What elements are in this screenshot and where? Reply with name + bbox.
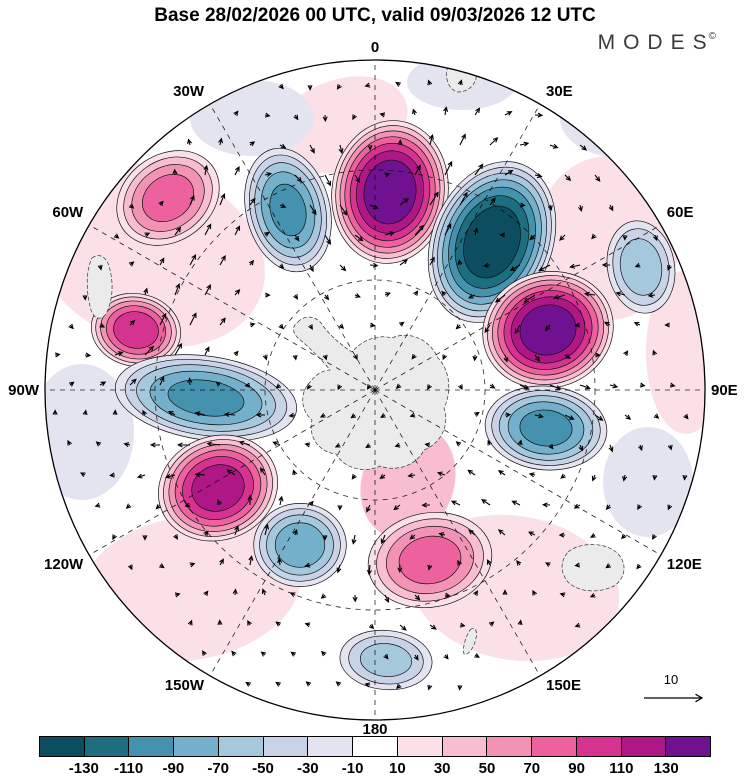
colorbar-segment xyxy=(532,737,577,756)
modes-logo: MODES© xyxy=(598,31,716,55)
longitude-line xyxy=(89,224,376,391)
positive-anomaly-contour xyxy=(398,535,462,585)
positive-anomaly-contour xyxy=(191,464,245,512)
wind-vectors xyxy=(52,79,689,691)
map-boundary xyxy=(44,59,706,721)
colorbar-segment xyxy=(129,737,175,756)
longitude-label: 150E xyxy=(546,677,581,694)
colorbar-tick-label: 110 xyxy=(609,760,634,777)
colorbar xyxy=(39,736,711,757)
positive-anomaly-contour xyxy=(142,173,194,223)
map-interior xyxy=(45,60,705,720)
new-zealand xyxy=(463,628,477,655)
colorbar-segment xyxy=(218,737,264,756)
colorbar-tick-label: 70 xyxy=(523,760,541,777)
polar-anomaly-map: 0 30E 60E 90E 120E 150E 180 150W 120W 90W 60W 30W 10 xyxy=(8,39,738,738)
longitude-line xyxy=(374,224,661,391)
colorbar-tick-label: -30 xyxy=(296,760,319,777)
colorbar-segment xyxy=(308,737,354,756)
chart-title: Base 28/02/2026 00 UTC, valid 09/03/2026… xyxy=(154,5,596,26)
longitude-label: 180 xyxy=(362,721,387,738)
longitude-label: 30E xyxy=(546,83,573,100)
colorbar-tick-label: -110 xyxy=(113,760,144,777)
positive-anomaly-contour xyxy=(113,311,159,349)
colorbar-segment xyxy=(40,737,85,756)
negative-anomaly-contour xyxy=(359,643,413,677)
colorbar-tick-label: -50 xyxy=(252,760,274,777)
longitude-line xyxy=(209,389,376,676)
longitude-label: 150W xyxy=(165,677,205,694)
anomaly-wash xyxy=(45,364,134,500)
longitude-label: 90W xyxy=(8,382,40,399)
colorbar-tick-label: 90 xyxy=(568,760,585,777)
colorbar-tick-label: 50 xyxy=(478,760,496,777)
colorbar-segment xyxy=(263,737,309,756)
longitude-line xyxy=(374,104,541,391)
anomaly-wash xyxy=(603,427,693,537)
modes-logo-text: MODES xyxy=(597,31,715,54)
longitude-line xyxy=(374,389,661,556)
anomaly-wash xyxy=(646,270,705,434)
colorbar-tick-label: 30 xyxy=(433,760,451,777)
colorbar-tick-label: 10 xyxy=(389,760,406,777)
negative-anomaly-contour xyxy=(519,409,573,447)
colorbar-segment xyxy=(174,737,219,756)
longitude-line xyxy=(374,389,541,676)
colorbar-tick-label: -10 xyxy=(341,760,364,777)
negative-anomaly-contour xyxy=(274,522,326,568)
antarctica xyxy=(293,316,450,470)
longitude-label: 60E xyxy=(667,204,694,221)
longitude-label: 90E xyxy=(711,382,738,399)
colorbar-segment xyxy=(84,737,130,756)
australia xyxy=(561,544,625,592)
positive-anomaly-contour xyxy=(519,304,577,356)
colorbar-segment xyxy=(353,737,398,756)
south-america-tip xyxy=(86,255,113,319)
colorbar-segment xyxy=(487,737,533,756)
colorbar-tick-label: 130 xyxy=(653,760,679,777)
colorbar-segment xyxy=(621,737,667,756)
colorbar-segment xyxy=(397,737,443,756)
colorbar-segment xyxy=(576,737,622,756)
anomaly-wash xyxy=(190,80,314,156)
copyright-mark: © xyxy=(708,31,716,42)
colorbar-tick-label: -130 xyxy=(68,760,99,777)
colorbar-tick-label: -90 xyxy=(162,760,185,777)
longitude-label: 0 xyxy=(371,39,379,56)
negative-anomaly-contour xyxy=(463,205,521,279)
longitude-label: 30W xyxy=(173,83,205,100)
anomaly-wash xyxy=(560,78,684,158)
wind-reference-arrow xyxy=(644,693,704,703)
negative-anomaly-contour xyxy=(167,379,245,417)
colorbar-segment xyxy=(666,737,711,756)
longitude-label: 120W xyxy=(44,556,84,573)
colorbar-labels: -130 -110 -90 -70 -50 -30 -10 10 30 50 70 90 110 130 xyxy=(39,760,711,780)
colorbar-tick-label: -70 xyxy=(207,760,230,777)
longitude-label: 120E xyxy=(667,556,702,573)
wind-reference-label: 10 xyxy=(664,672,678,687)
longitude-label: 60W xyxy=(52,204,84,221)
longitude-line xyxy=(209,104,376,391)
colorbar-segment xyxy=(442,737,488,756)
